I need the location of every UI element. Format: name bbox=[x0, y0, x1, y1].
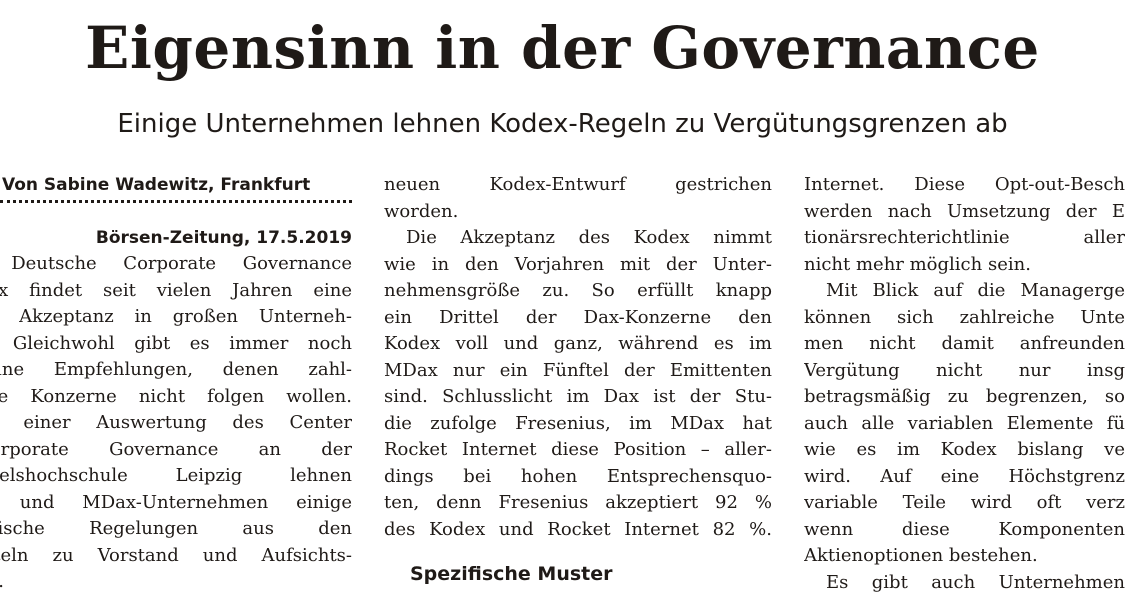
text-line: sind. Schlusslicht im Dax ist der Stu- bbox=[384, 386, 772, 407]
text-line: ten, denn Fresenius akzeptiert 92 % bbox=[384, 492, 772, 513]
text-line: auch alle variablen Elemente fü bbox=[804, 412, 1125, 434]
subheadline: Einige Unternehmen lehnen Kodex-Regeln z… bbox=[117, 109, 1008, 139]
text-line: n. Gleichwohl gibt es immer noch bbox=[0, 332, 352, 354]
text-line: die zufolge Fresenius, im MDax hat bbox=[384, 412, 772, 434]
text-line: r Deutsche Corporate Governance bbox=[0, 253, 352, 274]
text-line: x- und MDax-Unternehmen einige bbox=[0, 491, 352, 513]
text-line: Aktienoptionen bestehen. bbox=[804, 545, 1038, 566]
text-line: zifische Regelungen aus den bbox=[0, 518, 352, 539]
text-line: Die Akzeptanz des Kodex nimmt bbox=[406, 227, 772, 248]
text-line: tionärsrechterichtlinie aller bbox=[804, 227, 1125, 248]
text-line: che Konzerne nicht folgen wollen. bbox=[0, 385, 352, 407]
dateline: Börsen-Zeitung, 17.5.2019 bbox=[95, 228, 352, 248]
text-line: neuen Kodex-Entwurf gestrichen bbox=[384, 174, 772, 195]
dotted-divider bbox=[0, 200, 352, 203]
text-line: Es gibt auch Unternehmen bbox=[826, 571, 1125, 593]
text-line: dings bei hohen Entsprechensquo- bbox=[384, 465, 772, 487]
text-line: dex findet seit vielen Jahren eine bbox=[0, 279, 352, 301]
text-line: biteln zu Vorstand und Aufsichts- bbox=[0, 544, 352, 566]
text-line: men nicht damit anfreunden bbox=[804, 333, 1125, 354]
text-line: werden nach Umsetzung der E bbox=[804, 200, 1125, 222]
byline: Von Sabine Wadewitz, Frankfurt bbox=[2, 175, 311, 195]
text-line: Corporate Governance an der bbox=[0, 438, 352, 460]
text-line: zelne Empfehlungen, denen zahl- bbox=[0, 359, 352, 380]
text-line: wie es im Kodex bislang ve bbox=[804, 439, 1125, 460]
article-column-1: Von Sabine Wadewitz, Frankfurt Börsen-Ze… bbox=[0, 172, 352, 600]
text-line: des Kodex und Rocket Internet 82 %. bbox=[384, 518, 772, 540]
text-line: worden. bbox=[384, 200, 459, 222]
text-line: wie in den Vorjahren mit der Unter- bbox=[384, 253, 772, 275]
text-line: ch einer Auswertung des Center bbox=[0, 412, 352, 433]
text-line: he Akzeptanz in großen Unterneh- bbox=[0, 306, 352, 327]
text-line: Kodex voll und ganz, während es im bbox=[384, 333, 772, 354]
article-column-2: neuen Kodex-Entwurf gestrichen worden. D… bbox=[384, 172, 772, 600]
text-line: Vergütung nicht nur insg bbox=[804, 359, 1125, 381]
text-line: können sich zahlreiche Unte bbox=[804, 306, 1125, 328]
section-heading: Spezifische Muster bbox=[410, 563, 613, 585]
text-line: ndelshochschule Leipzig lehnen bbox=[0, 465, 352, 486]
text-line: nicht mehr möglich sein. bbox=[804, 253, 1031, 275]
text-line: Mit Blick auf die Managerge bbox=[826, 280, 1125, 301]
text-line: betragsmäßig zu begrenzen, so bbox=[804, 386, 1125, 407]
text-line: ein Drittel der Dax-Konzerne den bbox=[384, 306, 772, 328]
text-line: wenn diese Komponenten bbox=[804, 518, 1125, 540]
text-line: Internet. Diese Opt-out-Besch bbox=[804, 174, 1125, 195]
text-line: Rocket Internet diese Position – aller- bbox=[384, 439, 772, 460]
text-line: ab. bbox=[0, 569, 352, 596]
headline: Eigensinn in der Governance bbox=[85, 14, 1040, 82]
text-line: variable Teile wird oft verz bbox=[804, 492, 1125, 513]
article-column-3: Internet. Diese Opt-out-Besch werden nac… bbox=[804, 172, 1125, 600]
text-line: wird. Auf eine Höchstgrenz bbox=[804, 465, 1125, 487]
text-line: MDax nur ein Fünftel der Emittenten bbox=[384, 359, 772, 381]
text-line: nehmensgröße zu. So erfüllt knapp bbox=[384, 280, 772, 301]
